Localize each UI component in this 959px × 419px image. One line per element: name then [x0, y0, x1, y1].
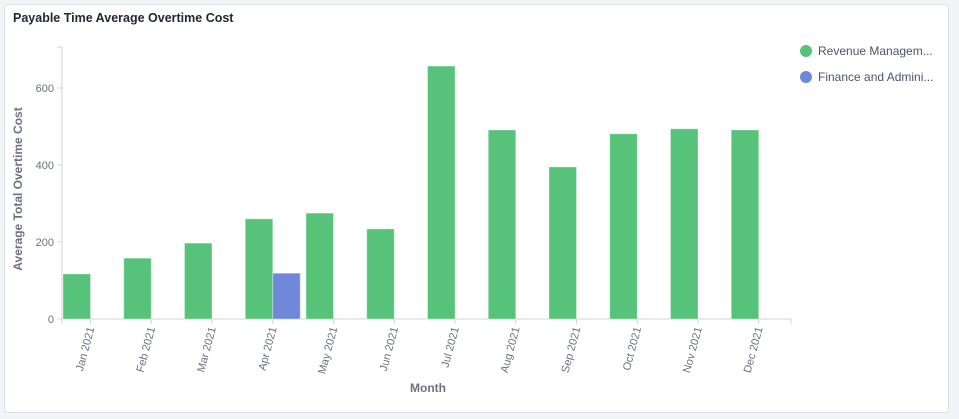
- x-tick-label: Aug 2021: [499, 326, 523, 375]
- bar-apr-2021-series-1[interactable]: [272, 272, 301, 320]
- legend-item-revenue-management[interactable]: Revenue Managem...: [800, 41, 933, 61]
- legend-swatch-blue-icon: [800, 71, 812, 83]
- x-tick-label: Apr 2021: [256, 326, 279, 372]
- x-tick-label: Sep 2021: [560, 326, 584, 375]
- legend-swatch-green-icon: [800, 45, 812, 57]
- bar-jan-2021-series-0[interactable]: [62, 273, 91, 320]
- bar-aug-2021-series-0[interactable]: [487, 129, 517, 320]
- x-tick-label: Jul 2021: [440, 326, 462, 369]
- bar-nov-2021-series-0[interactable]: [670, 128, 699, 320]
- bar-sep-2021-series-0[interactable]: [548, 166, 577, 320]
- chart-legend: Revenue Managem... Finance and Admini...: [800, 41, 933, 93]
- legend-label: Revenue Managem...: [818, 44, 933, 58]
- x-axis-title: Month: [410, 381, 446, 395]
- chart-card: Payable Time Average Overtime Cost 0 200 4…: [4, 4, 949, 413]
- x-tick-label: Nov 2021: [681, 326, 705, 375]
- bar-dec-2021-series-0[interactable]: [730, 129, 760, 320]
- bar-jul-2021-series-0[interactable]: [427, 65, 456, 320]
- y-tick-label: 0: [48, 314, 54, 326]
- y-tick-label: 600: [36, 83, 54, 95]
- x-tick-label: Jun 2021: [378, 326, 401, 373]
- bar-chart: 0 200 400 600 Average Total Overtime Cost Jan…: [11, 46, 792, 395]
- y-axis-title: Average Total Overtime Cost: [11, 107, 25, 270]
- bar-mar-2021-series-0[interactable]: [184, 242, 213, 320]
- y-tick-label: 400: [36, 160, 54, 172]
- x-tick-label: Feb 2021: [135, 326, 159, 374]
- x-tick-label: Dec 2021: [742, 326, 766, 375]
- x-tick-label: May 2021: [316, 326, 340, 376]
- legend-item-finance-administration[interactable]: Finance and Admini...: [800, 67, 933, 87]
- bar-jun-2021-series-0[interactable]: [366, 228, 395, 320]
- x-tick-label: Jan 2021: [74, 326, 97, 373]
- y-tick-label: 200: [36, 237, 54, 249]
- chart-title: Payable Time Average Overtime Cost: [13, 11, 234, 25]
- x-tick-label: Oct 2021: [621, 326, 644, 372]
- bar-apr-2021-series-0[interactable]: [244, 218, 274, 320]
- bar-feb-2021-series-0[interactable]: [123, 257, 152, 320]
- bar-may-2021-series-0[interactable]: [305, 212, 334, 320]
- legend-label: Finance and Admini...: [818, 70, 934, 84]
- x-tick-label: Mar 2021: [195, 326, 219, 374]
- bar-oct-2021-series-0[interactable]: [609, 133, 638, 320]
